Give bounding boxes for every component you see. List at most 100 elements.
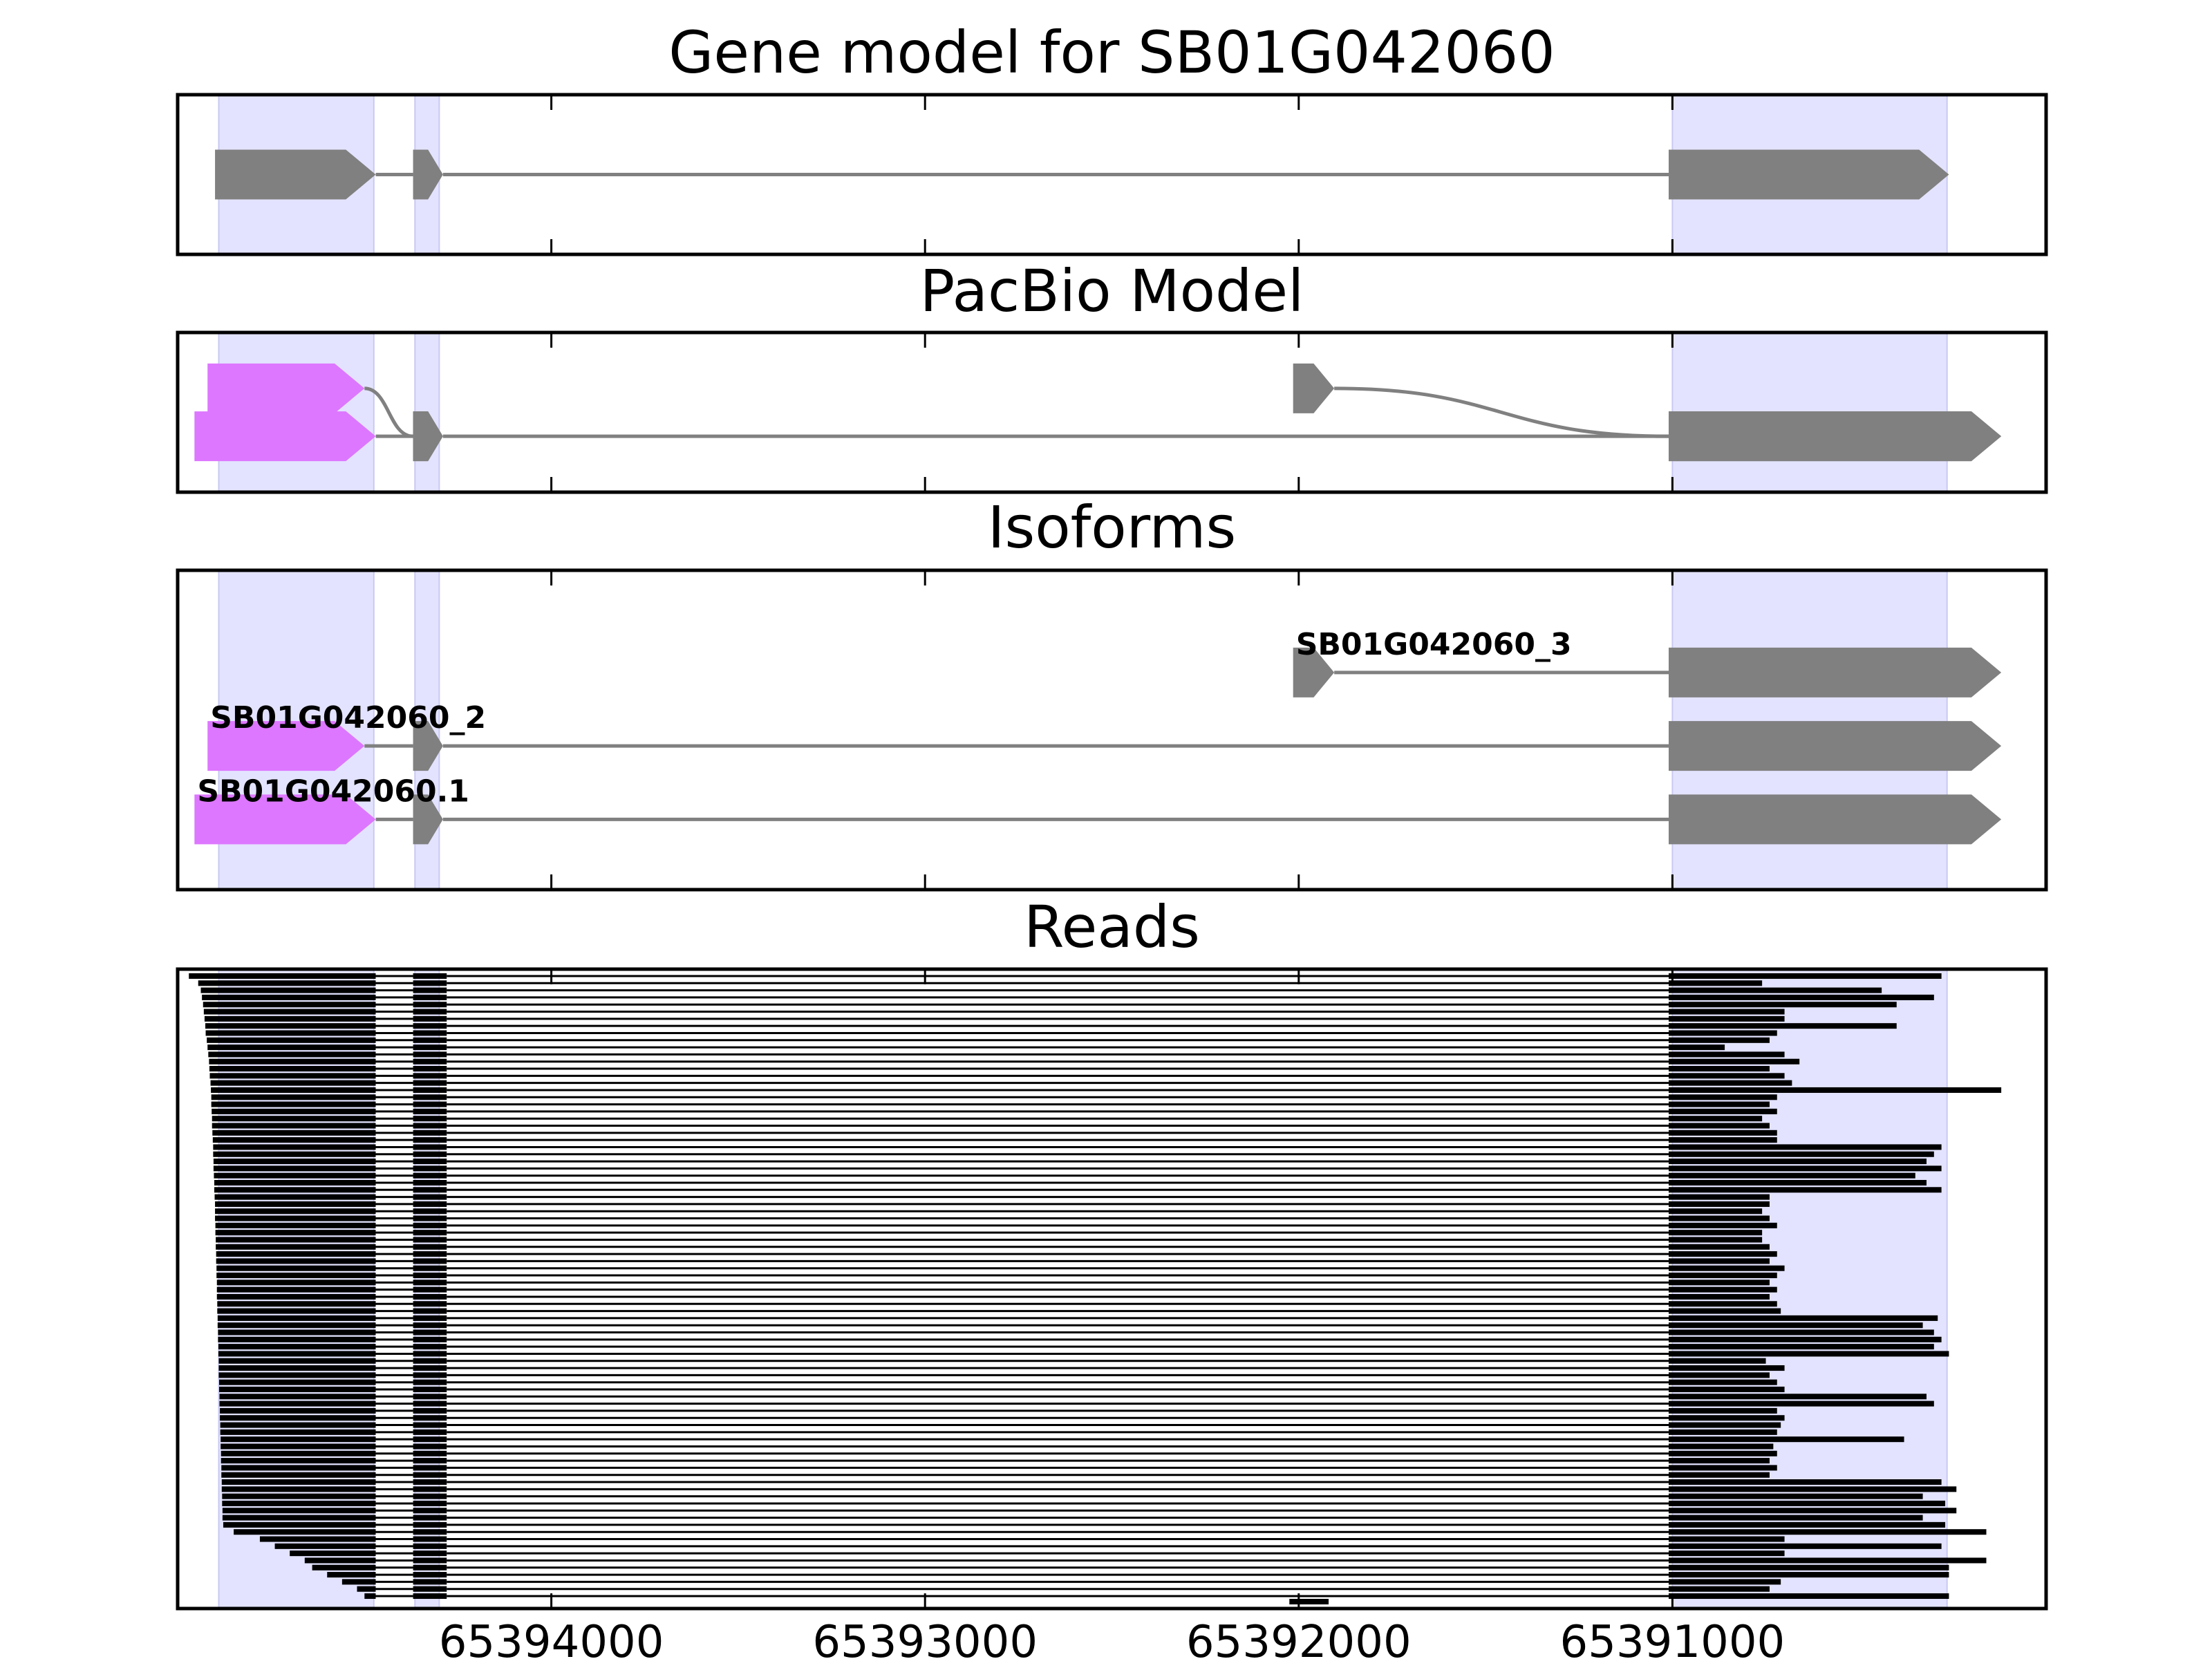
read-block [413, 1515, 447, 1521]
read-block [413, 1465, 447, 1471]
read-block [1668, 1450, 1777, 1456]
read-block [413, 1329, 447, 1335]
read-block [413, 1101, 447, 1107]
isoform-label: SB01G042060_2 [210, 700, 486, 735]
read-block [1668, 1351, 1949, 1357]
gene-model-exon-1 [413, 149, 443, 200]
read-block [1668, 1179, 1927, 1186]
panel-title: Reads [1024, 893, 1200, 961]
x-tick-label: 65391000 [1560, 1617, 1785, 1659]
read-block [218, 1358, 376, 1364]
read-block [413, 1308, 447, 1314]
isoform-2-exon-0 [194, 794, 376, 845]
read-block [413, 1172, 447, 1179]
read-block [216, 1244, 376, 1250]
read-block [1668, 1080, 1792, 1086]
panel-title: Gene model for SB01G042060 [668, 19, 1555, 86]
read-block [413, 973, 447, 980]
read-block [218, 1336, 376, 1342]
read-block [1668, 1443, 1774, 1450]
read-block [413, 1023, 447, 1029]
read-block [215, 1201, 376, 1207]
read-block [1668, 1550, 1785, 1557]
read-block [413, 1037, 447, 1043]
read-block [413, 1116, 447, 1122]
x-tick-label: 65393000 [812, 1617, 1038, 1659]
read-block [1668, 1073, 1785, 1079]
read-block [216, 1237, 376, 1243]
read-block [205, 1030, 376, 1036]
read-block [1668, 1515, 1923, 1521]
read-block [1668, 1094, 1777, 1100]
read-block [219, 1400, 376, 1407]
read-block [413, 1002, 447, 1008]
panel-title: Isoforms [988, 494, 1237, 561]
read-block [218, 1365, 376, 1371]
read-block [1668, 1222, 1777, 1228]
read-block [413, 1066, 447, 1072]
read-block [217, 1315, 376, 1321]
read-block [413, 1394, 447, 1400]
read-block [216, 1251, 376, 1257]
read-block [1668, 1336, 1942, 1342]
read-block [1668, 1194, 1770, 1200]
read-block [1668, 1329, 1934, 1335]
read-block [1668, 1151, 1934, 1157]
read-block [208, 1051, 376, 1058]
read-block [274, 1543, 376, 1549]
read-block [413, 1123, 447, 1129]
read-block [1668, 994, 1934, 1000]
pacbio-row-0-exon-0 [207, 363, 365, 413]
read-block [413, 1230, 447, 1236]
read-block [219, 1386, 376, 1393]
read-block [413, 1280, 447, 1286]
read-block [221, 1479, 376, 1485]
read-block [209, 1066, 376, 1072]
read-block [209, 1073, 376, 1079]
read-block [1668, 1208, 1763, 1215]
read-block [1668, 1564, 1949, 1571]
labels-layer: Gene model for SB01G042060 PacBio Model Is… [176, 19, 2048, 1659]
read-block [1668, 1159, 1927, 1165]
read-block [212, 1108, 376, 1114]
panel-frame [176, 967, 2048, 1611]
x-tick-label: 65394000 [439, 1617, 664, 1659]
read-block [218, 1351, 376, 1357]
read-block [1668, 1436, 1904, 1443]
read-block [341, 1579, 376, 1585]
read-block [1668, 1579, 1781, 1585]
read-block [413, 1051, 447, 1058]
pacbio-row-2-exon-0 [1293, 363, 1335, 413]
read-block [1668, 1586, 1770, 1592]
isoform-1-exon-0 [207, 721, 365, 771]
read-block [259, 1536, 376, 1542]
read-block [1668, 1201, 1770, 1207]
read-block [413, 1044, 447, 1051]
read-block [222, 1493, 376, 1499]
read-block [413, 1030, 447, 1036]
read-block [222, 1508, 376, 1514]
read-block [413, 1336, 447, 1342]
read-block [1668, 1280, 1770, 1286]
read-block [413, 1493, 447, 1499]
read-block [1668, 1415, 1785, 1421]
read-block [1668, 1215, 1770, 1221]
read-block [413, 994, 447, 1000]
read-block [217, 1322, 376, 1329]
read-block [413, 1286, 447, 1293]
read-block [1668, 1237, 1763, 1243]
read-block [1668, 1044, 1725, 1051]
panel-3 [189, 973, 2002, 1605]
read-block [1668, 1493, 1923, 1499]
read-block [413, 1265, 447, 1271]
isoform-label: SB01G042060.1 [197, 774, 469, 809]
read-block [1668, 1394, 1927, 1400]
read-block [413, 1194, 447, 1200]
read-block [204, 1015, 376, 1022]
read-block [219, 1379, 376, 1385]
read-block [1668, 1543, 1942, 1549]
read-block [221, 1443, 376, 1450]
isoform-2-exon-1 [413, 794, 443, 845]
pacbio-row-2-exon-1 [1668, 411, 2002, 462]
isoform-2-exon-2 [1668, 794, 2002, 845]
